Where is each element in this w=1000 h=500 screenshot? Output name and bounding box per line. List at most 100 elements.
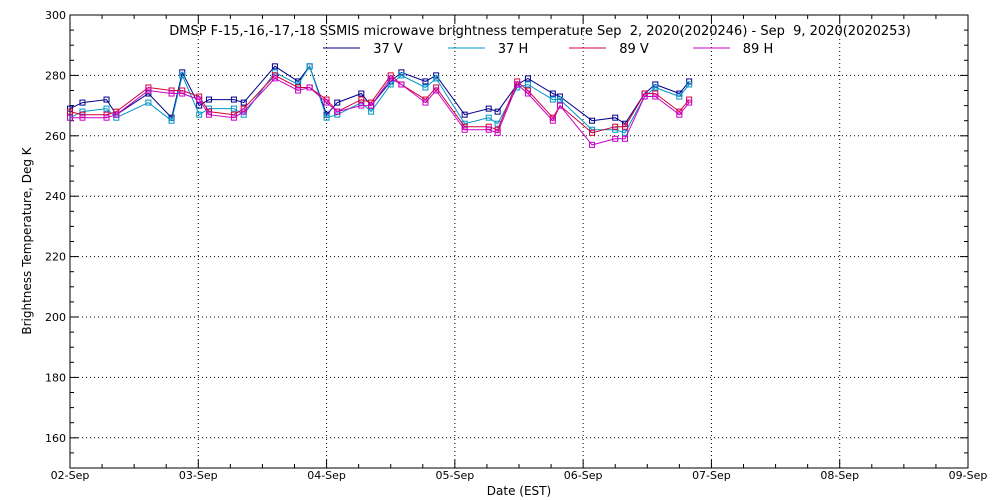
y-tick-label: 220 (45, 251, 66, 264)
x-tick-label: 02-Sep (51, 469, 90, 482)
data-point (433, 75, 440, 82)
data-point (612, 123, 619, 130)
legend-label: 37 H (498, 42, 528, 57)
legend-label: 89 V (619, 42, 649, 57)
data-point (196, 96, 203, 103)
series-37-h (67, 63, 693, 136)
y-axis: 160 180 200 220 240 260 280 300 (45, 9, 968, 469)
x-tick-label: 05-Sep (436, 469, 475, 482)
y-tick-label: 300 (45, 9, 66, 22)
data-point (358, 90, 365, 97)
data-point (230, 105, 237, 112)
data-point (589, 117, 596, 124)
data-point (652, 84, 659, 91)
data-point (145, 99, 152, 106)
data-point (168, 117, 175, 124)
data-point (514, 81, 521, 88)
data-point (485, 126, 492, 133)
data-point (271, 63, 278, 70)
data-point (589, 141, 596, 148)
data-point (103, 114, 110, 121)
data-point (358, 96, 365, 103)
x-tick-label: 09-Sep (949, 469, 988, 482)
data-point (686, 81, 693, 88)
data-point (641, 93, 648, 100)
data-point (145, 87, 152, 94)
data-point (556, 96, 563, 103)
data-point (676, 93, 683, 100)
data-point (240, 108, 247, 115)
data-point (461, 126, 468, 133)
data-point (240, 99, 247, 106)
data-point (612, 126, 619, 133)
data-point (612, 135, 619, 142)
data-point (103, 111, 110, 118)
legend-label: 37 V (373, 42, 403, 57)
data-point (103, 96, 110, 103)
series-line-89-v (69, 74, 690, 134)
y-tick-label: 280 (45, 69, 66, 82)
data-point (179, 90, 186, 97)
data-point (549, 90, 556, 97)
legend: 37 V 37 H 89 V 89 H (323, 42, 773, 57)
data-point (306, 63, 313, 70)
series-lines (67, 63, 693, 148)
x-axis-label: Date (EST) (487, 484, 551, 498)
data-point (422, 78, 429, 85)
data-point (485, 105, 492, 112)
data-point (79, 108, 86, 115)
series-line-37-h (69, 65, 690, 134)
data-point (652, 81, 659, 88)
data-point (205, 111, 212, 118)
data-point (334, 108, 341, 115)
data-point (113, 111, 120, 118)
data-point (556, 93, 563, 100)
data-point (433, 87, 440, 94)
x-tick-label: 08-Sep (820, 469, 859, 482)
data-point (549, 117, 556, 124)
data-point (622, 123, 629, 130)
data-point (422, 99, 429, 106)
data-point (398, 81, 405, 88)
data-point (686, 99, 693, 106)
data-point (589, 129, 596, 136)
series-line-37-v (69, 65, 690, 125)
data-point (524, 75, 531, 82)
data-point (494, 129, 501, 136)
data-point (323, 99, 330, 106)
data-point (368, 108, 375, 115)
x-tick-label: 06-Sep (564, 469, 603, 482)
data-point (205, 96, 212, 103)
data-point (485, 123, 492, 130)
data-point (79, 111, 86, 118)
data-point (67, 105, 73, 112)
data-point (358, 102, 365, 109)
data-point (295, 87, 302, 94)
series-89-v (67, 72, 693, 136)
data-point (334, 99, 341, 106)
data-point (652, 93, 659, 100)
data-point (145, 84, 152, 91)
data-point (79, 114, 86, 121)
y-tick-label: 180 (45, 371, 66, 384)
data-point (556, 102, 563, 109)
grid (70, 15, 968, 468)
data-point (271, 75, 278, 82)
y-tick-label: 260 (45, 130, 66, 143)
data-point (686, 96, 693, 103)
series-89-h (67, 75, 693, 148)
data-point (230, 96, 237, 103)
data-point (387, 81, 394, 88)
data-point (67, 114, 73, 121)
x-tick-label: 04-Sep (307, 469, 346, 482)
data-point (196, 102, 203, 109)
data-point (524, 90, 531, 97)
chart-title: DMSP F-15,-16,-17,-18 SSMIS microwave br… (169, 24, 911, 39)
data-point (676, 111, 683, 118)
data-point (461, 111, 468, 118)
data-point (323, 114, 330, 121)
x-axis: 02-Sep 03-Sep 04-Sep 05-Sep 06-Sep 07-Sep 08-S… (51, 15, 988, 482)
data-point (612, 114, 619, 121)
data-point (686, 78, 693, 85)
